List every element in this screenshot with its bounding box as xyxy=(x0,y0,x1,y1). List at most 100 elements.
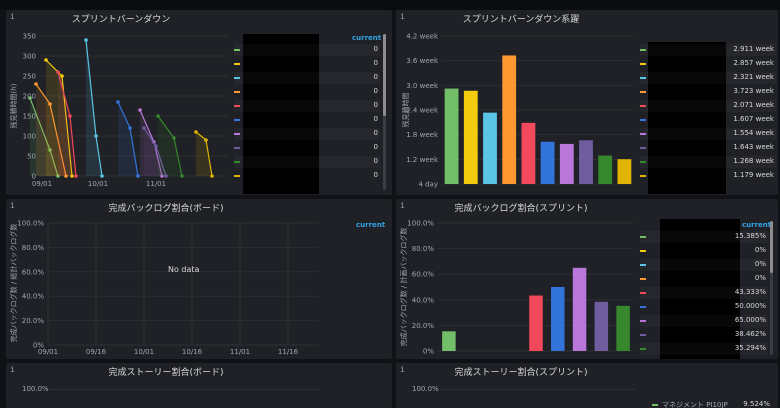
legend-current-header[interactable]: current xyxy=(742,221,772,229)
y-tick-label: 100.0% xyxy=(412,385,439,393)
legend-swatch xyxy=(640,292,646,294)
legend-row[interactable]: 50.000% xyxy=(640,301,768,313)
y-tick-label: 60.0% xyxy=(22,268,45,276)
legend-row[interactable]: 43.333% xyxy=(640,287,768,299)
y-axis-label: 完成バックログ数 / 計画バックログ数 xyxy=(399,228,408,347)
legend-scrollbar[interactable] xyxy=(383,34,386,190)
panel-title[interactable]: 完成バックログ割合(スプリント) xyxy=(454,204,588,214)
data-point xyxy=(48,102,52,106)
legend-row[interactable]: 65.000% xyxy=(640,315,768,327)
legend-swatch xyxy=(640,105,646,107)
x-tick-label: 10/01 xyxy=(88,180,108,188)
backlog-board-panel[interactable]: i 完成バックログ割合(ボード) 0% 20.0% 40.0% 60.0% 80.0% 1… xyxy=(6,199,392,359)
legend-row[interactable]: 0 xyxy=(234,100,380,112)
legend-row[interactable]: 35.294% xyxy=(640,343,768,355)
y-tick-label: 1.8 week xyxy=(406,131,439,139)
x-tick-label: 10/16 xyxy=(182,348,203,356)
legend-value: 0 xyxy=(373,143,378,151)
burndown-sum-chart: 4 day 1.2 week 1.8 week 2.4 week 3.0 week 3.6… xyxy=(401,33,634,189)
data-point xyxy=(172,136,176,140)
legend-row[interactable]: マネジメント PI10JP 9.524% xyxy=(652,400,770,408)
legend-row[interactable]: 0 xyxy=(234,170,380,182)
y-axis-label: 完成バックログ数 / 総計バックログ数 xyxy=(9,224,18,343)
legend-row[interactable]: 0 xyxy=(234,114,380,126)
legend-row[interactable]: 2.911 week xyxy=(640,44,776,56)
panel-info-icon[interactable]: i xyxy=(10,201,15,210)
legend-row[interactable]: 1.179 week xyxy=(640,170,776,182)
backlog-sprint-panel[interactable]: i 完成バックログ割合(スプリント) 0% 20.0% 40.0% 60.0% 80.0… xyxy=(396,199,778,359)
panel-title[interactable]: スプリントバーンダウン xyxy=(71,15,171,25)
legend-row[interactable]: 0 xyxy=(234,72,380,84)
y-tick-label: 100.0% xyxy=(22,385,49,393)
legend-row[interactable]: 1.554 week xyxy=(640,128,776,140)
data-point xyxy=(84,38,88,42)
bar xyxy=(521,122,536,184)
legend-row[interactable]: 2.071 week xyxy=(640,100,776,112)
bar xyxy=(594,301,609,351)
legend-row[interactable]: 2.321 week xyxy=(640,72,776,84)
y-tick-label: 50 xyxy=(27,153,36,161)
legend-row[interactable]: 1.607 week xyxy=(640,114,776,126)
legend-row[interactable]: 15.385% xyxy=(640,231,768,243)
y-tick-label: 100.0% xyxy=(407,220,434,228)
y-tick-label: 80.0% xyxy=(412,245,435,253)
legend-row[interactable]: 0 xyxy=(234,44,380,56)
legend-row[interactable]: 0 xyxy=(234,58,380,70)
bar xyxy=(529,295,543,351)
data-point xyxy=(56,70,60,74)
panel-title[interactable]: 完成ストーリー割合(ボード) xyxy=(108,368,224,378)
panel-info-icon[interactable]: i xyxy=(400,365,405,374)
y-tick-label: 40.0% xyxy=(22,293,45,301)
legend-row[interactable]: 0 xyxy=(234,156,380,168)
x-tick-label: 09/16 xyxy=(86,348,107,356)
legend-row[interactable]: 38.462% xyxy=(640,329,768,341)
legend-row[interactable]: 0% xyxy=(640,273,768,285)
story-sprint-panel[interactable]: i 完成ストーリー割合(スプリント) 100.0% マネジメント PI10JP … xyxy=(396,363,778,408)
data-point xyxy=(28,96,32,100)
y-axis-label: 残見積時間 xyxy=(401,93,410,128)
legend-row[interactable]: 0 xyxy=(234,128,380,140)
legend-scrollbar[interactable] xyxy=(770,221,773,355)
panel-info-icon[interactable]: i xyxy=(10,12,15,21)
panel-title[interactable]: スプリントバーンダウン系躍 xyxy=(462,15,580,25)
legend-value: 0 xyxy=(373,129,378,137)
y-axis-label: 残見積時間(h) xyxy=(9,83,18,128)
legend-row[interactable]: 3.723 week xyxy=(640,86,776,98)
panel-info-icon[interactable]: i xyxy=(400,201,405,210)
legend-swatch xyxy=(640,49,646,51)
legend-value: 2.857 week xyxy=(733,59,774,67)
legend-row[interactable]: 2.857 week xyxy=(640,58,776,70)
legend-swatch xyxy=(234,77,240,79)
legend-swatch xyxy=(640,306,646,308)
burndown-panel[interactable]: i スプリントバーンダウン 050100150200250300350残見積時間… xyxy=(6,10,392,195)
panel-info-icon[interactable]: i xyxy=(400,12,405,21)
story-board-panel[interactable]: i 完成ストーリー割合(ボード) 100.0% xyxy=(6,363,392,408)
data-point xyxy=(180,174,184,178)
legend-row[interactable]: 0% xyxy=(640,259,768,271)
panel-title[interactable]: 完成ストーリー割合(スプリント) xyxy=(454,368,588,378)
legend-current-header[interactable]: current xyxy=(356,221,386,229)
panel-title[interactable]: 完成バックログ割合(ボード) xyxy=(108,204,224,214)
legend-value: 1.607 week xyxy=(733,115,774,123)
y-tick-label: 1.2 week xyxy=(406,156,439,164)
legend-row[interactable]: 0 xyxy=(234,86,380,98)
legend-row[interactable]: 1.643 week xyxy=(640,142,776,154)
legend-row[interactable]: 0% xyxy=(640,245,768,257)
legend-value: 2.911 week xyxy=(733,45,774,53)
x-tick-label: 11/01 xyxy=(230,348,250,356)
y-tick-label: 2.4 week xyxy=(406,107,439,115)
backlog-board-chart: 0% 20.0% 40.0% 60.0% 80.0% 100.0%完成バックログ数 / 総… xyxy=(9,220,318,356)
bar xyxy=(444,88,459,184)
legend-row[interactable]: 1.268 week xyxy=(640,156,776,168)
legend-value: 1.179 week xyxy=(733,171,774,179)
y-tick-label: 3.0 week xyxy=(406,82,439,90)
legend-value: 15.385% xyxy=(734,232,766,240)
legend-swatch xyxy=(234,49,240,51)
legend-current-header[interactable]: current xyxy=(352,34,382,42)
legend-swatch xyxy=(234,147,240,149)
panel-info-icon[interactable]: i xyxy=(10,365,15,374)
legend-row[interactable]: 0 xyxy=(234,142,380,154)
burndown-sum-panel[interactable]: i スプリントバーンダウン系躍 4 day 1.2 week 1.8 week 2.4… xyxy=(396,10,778,195)
y-tick-label: 100 xyxy=(23,133,36,141)
legend-swatch xyxy=(234,161,240,163)
